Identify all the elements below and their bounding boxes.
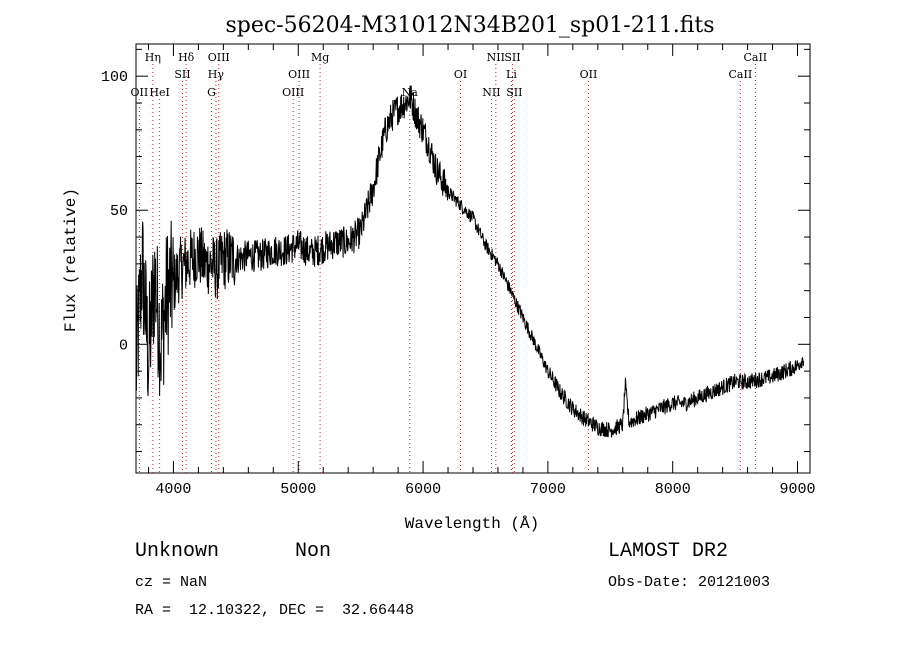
- line-marker-label: Mg: [311, 51, 329, 64]
- line-marker-label: NII: [482, 86, 500, 99]
- line-marker-label: CaII: [729, 68, 753, 81]
- line-marker-label: OIII: [282, 86, 304, 99]
- chart-title: spec-56204-M31012N34B201_sp01-211.fits: [225, 13, 714, 38]
- coords-label: RA = 12.10322, DEC = 32.66448: [135, 602, 415, 619]
- x-tick-label: 8000: [655, 481, 691, 498]
- flux-series-line: [135, 85, 805, 438]
- obs-date-label: Obs-Date: 20121003: [608, 574, 771, 591]
- line-marker-label: OII: [580, 68, 598, 81]
- line-marker-label: Hη: [145, 51, 161, 64]
- line-marker-label: Hδ: [178, 51, 195, 64]
- axis-ticks: 4000 5000 6000 7000 8000 9000 0 50 100: [101, 44, 816, 498]
- x-axis-label: Wavelength (Å): [405, 515, 539, 533]
- line-marker-label: G: [207, 86, 216, 99]
- x-tick-label: 6000: [405, 481, 441, 498]
- line-marker-label: SII: [506, 86, 522, 99]
- line-marker-label: NII: [487, 51, 505, 64]
- y-tick-label: 50: [110, 203, 128, 220]
- line-marker-label: CaII: [743, 51, 767, 64]
- x-tick-label: 9000: [780, 481, 816, 498]
- line-marker-label: SII: [174, 68, 190, 81]
- line-marker-label: OI: [454, 68, 467, 81]
- line-marker-label: OIII: [208, 51, 230, 64]
- line-marker-label: OIII: [288, 68, 310, 81]
- cz-label: cz = NaN: [135, 574, 208, 591]
- line-marker-label: OII: [131, 86, 149, 99]
- class-label: Unknown: [135, 540, 220, 563]
- x-tick-label: 5000: [280, 481, 316, 498]
- x-tick-label: 4000: [155, 481, 191, 498]
- y-tick-label: 100: [101, 69, 128, 86]
- line-marker-label: Hγ: [208, 68, 225, 81]
- line-marker-label: HeI: [149, 86, 169, 99]
- y-tick-label: 0: [119, 337, 128, 354]
- line-marker-label: SII: [504, 51, 520, 64]
- line-marker-label: Li: [506, 68, 517, 81]
- y-axis-label: Flux (relative): [62, 188, 80, 332]
- x-tick-label: 7000: [530, 481, 566, 498]
- subclass-label: Non: [295, 540, 332, 563]
- survey-label: LAMOST DR2: [608, 540, 729, 563]
